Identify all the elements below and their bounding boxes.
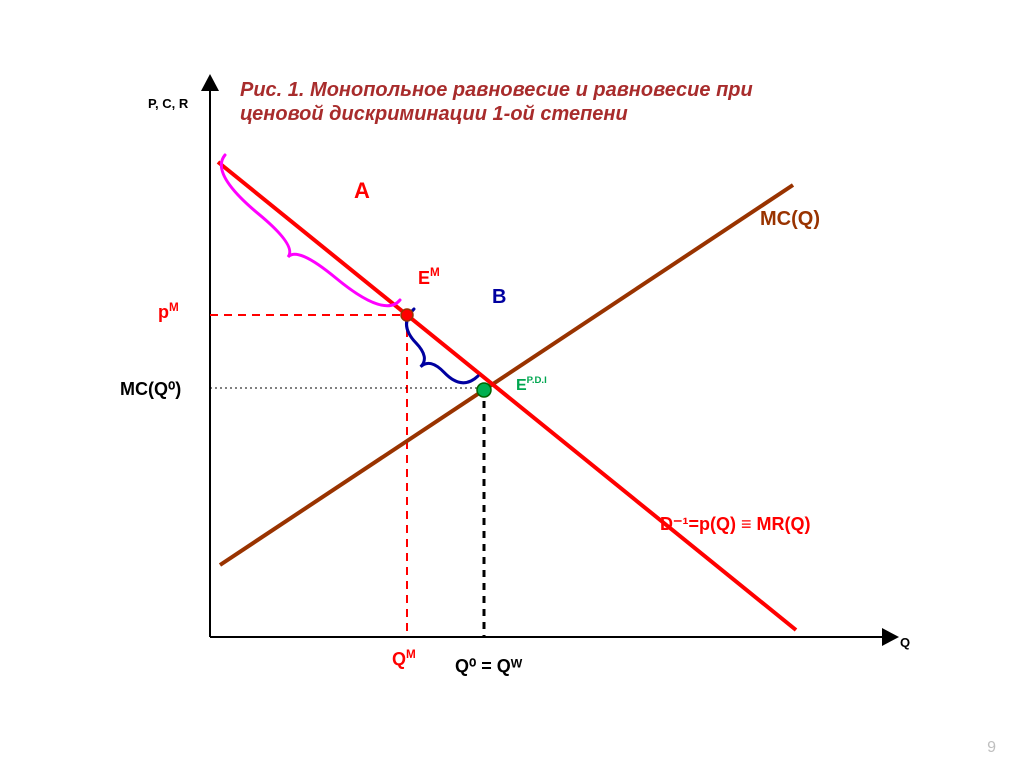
tick-q0: Q⁰ = Qᵂ <box>455 656 523 676</box>
figure-title-line1: Рис. 1. Монопольное равновесие и равнове… <box>240 79 753 101</box>
mc-label: MC(Q) <box>760 208 820 230</box>
tick-pm: pM <box>158 301 179 322</box>
demand-label: D⁻¹=p(Q) ≡ MR(Q) <box>660 514 810 534</box>
demand-line <box>218 162 796 630</box>
x-axis-label: Q <box>900 635 910 650</box>
brace-a-label: A <box>354 178 370 203</box>
figure-title-line2: ценовой дискриминации 1-ой степени <box>240 103 628 125</box>
point-epdi-label: EP.D.I <box>516 375 547 394</box>
tick-qm: QM <box>392 648 416 669</box>
y-axis-arrow <box>201 74 219 91</box>
x-axis-arrow <box>882 628 899 646</box>
brace-a <box>221 155 400 306</box>
brace-b-label: B <box>492 286 506 308</box>
mc-line <box>220 185 793 565</box>
tick-mcq0: MC(Q⁰) <box>120 379 181 399</box>
point-epdi <box>477 383 491 397</box>
y-axis-label: P, C, R <box>148 96 189 111</box>
point-em-label: EM <box>418 266 440 288</box>
page-number: 9 <box>987 739 996 757</box>
point-em <box>401 309 413 321</box>
